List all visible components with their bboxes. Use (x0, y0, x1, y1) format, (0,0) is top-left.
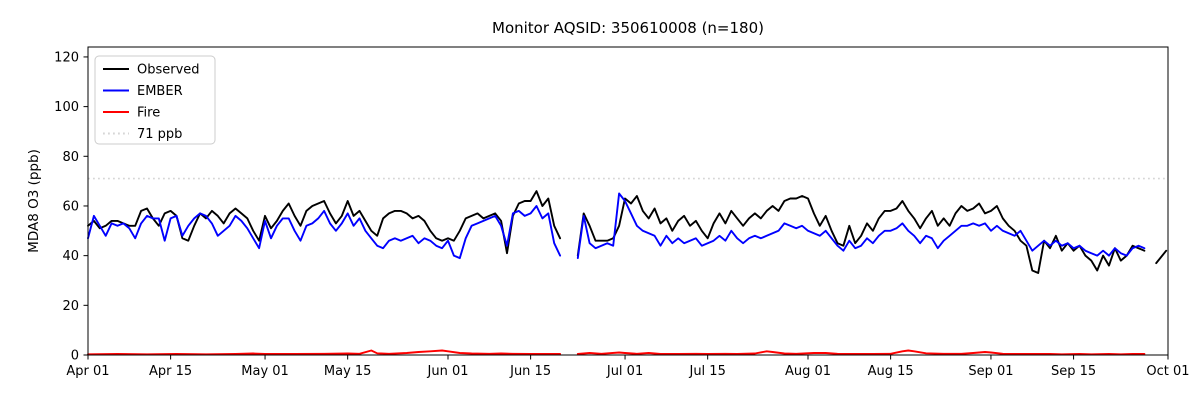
x-tick-label: May 01 (241, 364, 289, 379)
y-tick-label: 100 (54, 100, 79, 115)
y-tick-label: 0 (71, 349, 79, 364)
y-tick-label: 40 (62, 249, 79, 264)
y-tick-label: 120 (54, 50, 79, 65)
legend-box (94, 55, 216, 145)
x-tick-label: Jul 01 (606, 364, 643, 379)
series-line-observed (87, 190, 562, 255)
x-tick-label: Oct 01 (1146, 364, 1189, 379)
series-line-ember (576, 192, 1146, 260)
x-tick-label: Jun 01 (427, 364, 469, 379)
y-tick-label: 20 (62, 299, 79, 314)
series-line-ember (87, 205, 562, 260)
plot-frame (87, 46, 1169, 356)
legend-label-observed: Observed (137, 63, 200, 78)
x-tick-label: Sep 01 (968, 364, 1013, 379)
x-tick-label: Aug 01 (785, 364, 831, 379)
axes-spines (87, 46, 1169, 356)
series-line-observed (1155, 249, 1168, 265)
legend: Observed EMBER Fire 71 ppb (94, 55, 216, 145)
x-tick-label: Apr 15 (149, 364, 192, 379)
y-tick-label: 80 (62, 150, 79, 165)
x-tick-label: Aug 15 (868, 364, 914, 379)
chart-title: Monitor AQSID: 350610008 (n=180) (492, 19, 764, 37)
x-tick-label: Apr 01 (66, 364, 109, 379)
series-line-fire (87, 349, 562, 356)
x-tick-label: Jul 15 (688, 364, 725, 379)
x-tick-label: Jun 15 (509, 364, 551, 379)
legend-label-ember: EMBER (137, 84, 183, 99)
series-line-observed (576, 195, 1146, 274)
legend-label-71-ppb: 71 ppb (137, 127, 182, 142)
series-lines (87, 190, 1168, 356)
x-tick-label: May 15 (324, 364, 372, 379)
x-tick-label: Sep 15 (1051, 364, 1096, 379)
x-axis-ticks: Apr 01 Apr 15 May 01 May 15 Jun 01 Jun 15 Jul … (66, 355, 1190, 379)
y-axis-label: MDA8 O3 (ppb) (26, 149, 42, 253)
legend-label-fire: Fire (137, 106, 160, 121)
y-axis-ticks: 0 20 40 60 80 100 120 (54, 50, 88, 364)
y-tick-label: 60 (62, 199, 79, 214)
series-line-fire (576, 349, 1146, 356)
